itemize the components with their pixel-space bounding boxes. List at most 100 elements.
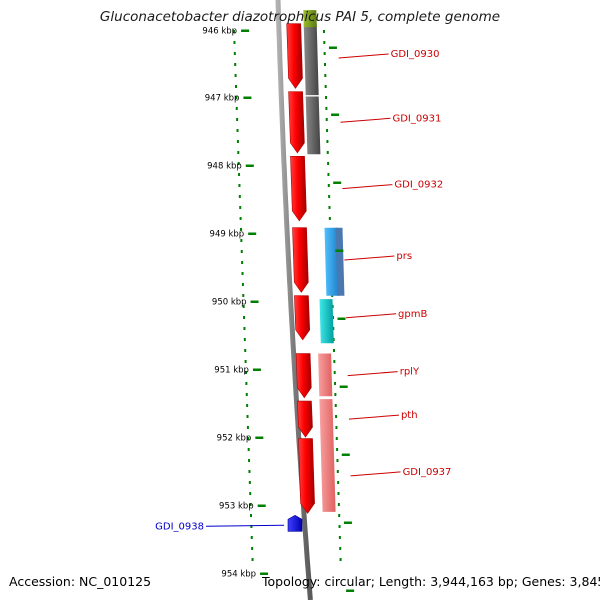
gene-label-gdi_0932[interactable]: GDI_0932 [394,180,443,191]
label-leader-line [348,414,399,420]
label-leader-line [342,184,393,190]
scale-tick-label: 946 kbp [202,27,237,37]
gene-arrow-gdi_0932[interactable] [290,156,307,222]
guide-dot-left [248,470,251,473]
guide-dot-left [233,30,236,33]
gene-arrow-gdi_0937[interactable] [298,438,315,514]
label-leader-line [338,53,389,59]
feature-track [303,10,345,512]
feature-block-blue-secondary[interactable] [335,227,345,296]
gene-arrow-prs[interactable] [292,227,309,293]
gene-label-prs[interactable]: prs [396,251,412,262]
guide-dot-right [324,85,327,88]
guide-dot-right [335,415,338,418]
guide-dot-right [338,536,341,539]
scale-tick [252,368,261,371]
guide-dot-right [335,426,338,429]
guide-dot-right [328,195,331,198]
guide-dot-left [236,118,239,121]
gene-track [286,23,315,532]
feature-block-blue[interactable] [324,227,340,296]
guide-dot-left [234,63,237,66]
guide-dot-left [243,316,246,319]
guide-dot-left [239,206,242,209]
gene-arrow-rply[interactable] [295,353,312,399]
guide-dot-right [336,470,339,473]
scale-tick [243,96,252,99]
feature-block-gray[interactable] [305,96,321,155]
feature-block-pink[interactable] [319,399,336,512]
guide-dot-left [236,140,239,143]
gene-arrow-gdi_0931[interactable] [288,91,305,154]
scale-tick-label: 947 kbp [205,94,240,104]
scale-tick-right [328,46,337,49]
guide-dot-left [245,393,248,396]
guide-dot-left [241,261,244,264]
guide-dot-right [334,382,337,385]
guide-dot-right [328,206,331,209]
guide-dot-left [250,525,253,528]
guide-dot-left [234,74,237,77]
guide-dot-right [326,129,329,132]
scale-tick-label: 949 kbp [210,230,245,240]
guide-dot-left [244,349,247,352]
guide-dot-right [333,360,336,363]
feature-block-cyan[interactable] [319,299,334,344]
gene-arrow-gpmb[interactable] [294,295,311,341]
genome-summary-text: Topology: circular; Length: 3,944,163 bp… [262,574,600,589]
guide-dot-left [236,129,239,132]
scale-tick-label: 950 kbp [212,298,247,308]
scale-tick [250,300,259,303]
guide-dot-left [241,272,244,275]
feature-block-olive[interactable] [303,10,317,28]
guide-dot-right [336,459,339,462]
guide-dot-left [235,96,238,99]
guide-dot-left [247,448,250,451]
guide-dot-left [251,547,254,550]
guide-dot-right [337,481,340,484]
scale-tick [241,29,250,32]
guide-dot-left [245,382,248,385]
guide-dot-left [250,536,253,539]
guide-dot-left [246,404,249,407]
guide-dot-left [238,173,241,176]
guide-dot-right [326,151,329,154]
feature-block-gray[interactable] [303,23,319,96]
guide-dot-right [334,404,337,407]
guide-dot-left [240,239,243,242]
scale-tick-right [346,589,355,592]
label-leader-line [205,524,285,527]
gene-label-rply[interactable]: rplY [400,367,420,378]
guide-dot-right [339,558,342,561]
feature-block-pink[interactable] [318,353,333,397]
guide-dot-left [235,107,238,110]
gene-label-pth[interactable]: pth [401,410,418,421]
gene-arrow-gdi_0938[interactable] [287,514,303,532]
gene-arrow-pth[interactable] [297,400,313,438]
guide-dot-left [238,195,241,198]
guide-dot-left [249,503,252,506]
scale-tick [257,504,266,507]
gene-label-gdi_0937[interactable]: GDI_0937 [403,467,452,478]
guide-dot-right [337,492,340,495]
guide-dot-right [334,393,337,396]
gene-label-gdi_0931[interactable]: GDI_0931 [392,113,441,124]
gene-label-gpmb[interactable]: gpmB [398,309,427,320]
gene-arrow-gdi_0930[interactable] [286,23,303,89]
guide-dot-left [243,338,246,341]
gene-label-gdi_0930[interactable]: GDI_0930 [391,49,440,60]
guide-dot-left [242,294,245,297]
genome-title: Gluconacetobacter diazotrophicus PAI 5, … [99,9,501,25]
gene-label-gdi_0938[interactable]: GDI_0938 [155,521,204,532]
scale-tick-right [343,521,352,524]
guide-dot-right [327,162,330,165]
scale-tick-label: 951 kbp [214,366,249,376]
guide-dot-left [251,558,254,561]
guide-dot-right [325,118,328,121]
guide-dot-right [323,63,326,66]
guide-dot-left [248,459,251,462]
scale-tick-right [331,113,340,116]
guide-dot-right [322,30,325,33]
